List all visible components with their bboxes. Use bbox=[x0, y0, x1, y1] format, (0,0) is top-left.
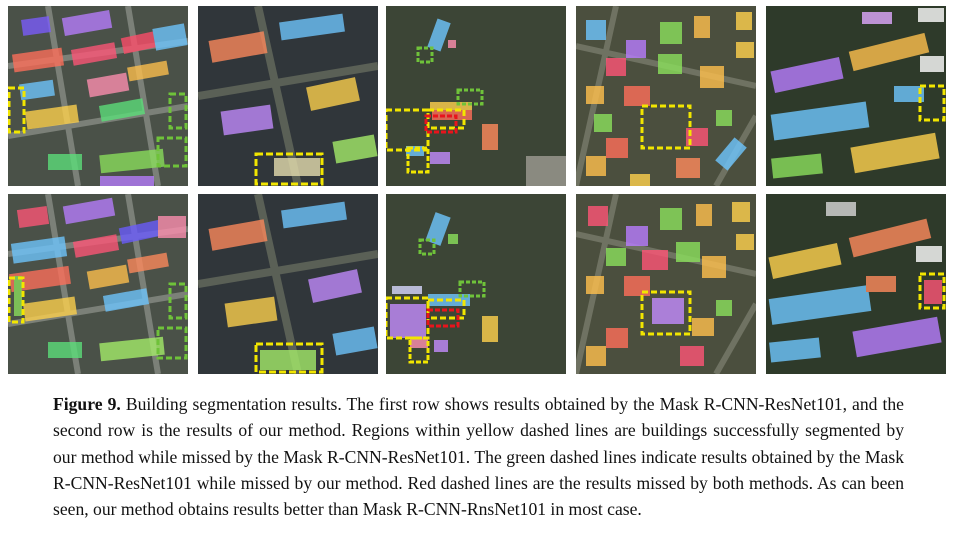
panel-row1-col3 bbox=[386, 6, 566, 186]
figure-image-grid bbox=[8, 6, 950, 378]
panel-row1-col4 bbox=[576, 6, 756, 186]
panel-row2-col1 bbox=[8, 194, 188, 374]
figure-caption: Figure 9. Building segmentation results.… bbox=[53, 391, 904, 522]
panel-row2-col5 bbox=[766, 194, 946, 374]
panel-row2-col3 bbox=[386, 194, 566, 374]
panel-row1-col1 bbox=[8, 6, 188, 186]
panel-row2-col4 bbox=[576, 194, 756, 374]
figure-label: Figure 9. bbox=[53, 394, 121, 414]
panel-row2-col2 bbox=[198, 194, 378, 374]
panel-row1-col5 bbox=[766, 6, 946, 186]
panel-row1-col2 bbox=[198, 6, 378, 186]
figure-caption-text: Building segmentation results. The first… bbox=[53, 394, 904, 520]
